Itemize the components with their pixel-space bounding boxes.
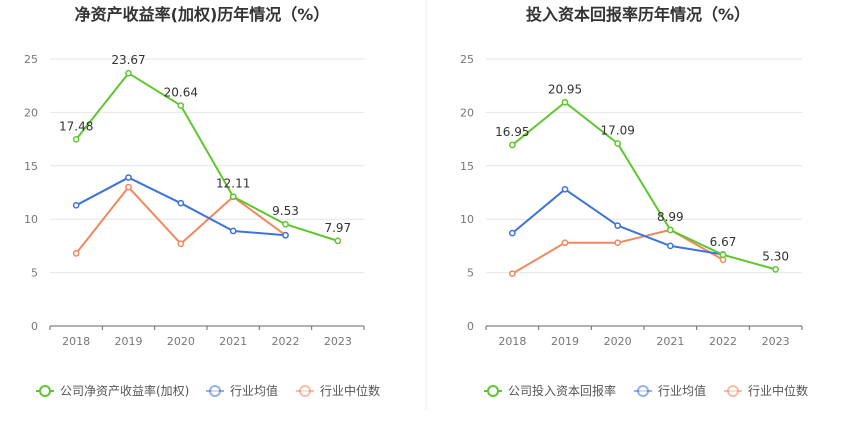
data-point [229,193,237,201]
data-point [666,226,674,234]
y-tick-label: 0 [31,320,38,333]
y-tick-label: 15 [24,160,38,173]
legend-label: 行业中位数 [320,383,380,398]
data-point [614,222,622,229]
data-point [719,251,727,259]
x-tick-label: 2022 [709,335,737,348]
data-point [177,102,185,109]
legend-label: 公司投入资本回报率 [508,383,616,398]
data-point [561,239,569,247]
chart-title: 净资产收益率(加权)历年情况（%） [75,5,330,24]
x-tick-label: 2018 [498,335,526,348]
series-line [511,228,724,275]
x-tick-label: 2023 [324,335,352,348]
data-point [772,266,780,273]
data-point [508,229,516,237]
data-point [508,141,516,149]
x-tick-label: 2022 [272,335,300,348]
x-tick-label: 2020 [604,335,632,348]
legend-item: 行业均值 [634,383,706,398]
legend-swatch-marker [209,385,221,397]
x-tick-label: 2023 [762,335,790,348]
y-tick-label: 15 [460,160,474,173]
data-point [614,239,622,247]
data-point [561,98,569,106]
data-label: 6.67 [710,235,737,249]
y-tick-label: 10 [460,213,474,226]
data-point [177,240,185,248]
data-label: 17.09 [600,123,634,137]
x-tick-label: 2019 [115,335,143,348]
data-label: 20.95 [548,82,582,96]
legend-swatch-marker [727,385,739,397]
y-tick-label: 20 [460,106,474,119]
data-point [72,135,80,143]
roic-chart: 投入资本回报率历年情况（%） 0 5 10 15 20 25 2018 2019 2020 202… [460,5,808,398]
y-tick-label: 0 [467,320,474,333]
data-point [334,237,342,245]
y-tick-label: 5 [31,267,38,280]
series-line [75,72,339,242]
x-tick-label: 2019 [551,335,579,348]
legend-swatch-marker [487,385,499,397]
y-tick-label: 5 [467,267,474,280]
data-point [72,201,80,209]
data-point [614,140,622,147]
legend-label: 行业均值 [658,383,706,398]
legend-label: 行业中位数 [748,383,808,398]
data-label: 16.95 [495,125,529,139]
data-point [177,199,185,207]
y-tick-label: 20 [24,106,38,119]
data-point [125,183,132,191]
y-tick-label: 25 [460,53,474,66]
chart-title: 投入资本回报率历年情况（%） [526,5,750,24]
legend-swatch-marker [637,385,649,397]
legend-item: 公司净资产收益率(加权) [36,383,189,398]
legend-item: 行业中位数 [296,383,380,398]
data-label: 23.67 [111,53,145,67]
data-point [508,270,516,278]
data-point [72,250,80,257]
data-point [229,227,237,235]
legend-item: 行业中位数 [724,383,808,398]
x-tick-label: 2021 [656,335,684,348]
legend-swatch-marker [299,385,311,397]
data-label: 12.11 [216,177,250,191]
data-point [561,185,569,193]
legend-item: 行业均值 [206,383,278,398]
data-point [282,220,289,228]
data-point [125,69,132,77]
data-label: 9.53 [272,204,299,218]
data-label: 20.64 [164,86,198,100]
y-tick-label: 10 [24,213,38,226]
x-tick-label: 2020 [167,335,195,348]
legend-swatch-marker [39,385,51,397]
data-point [666,242,674,250]
y-tick-label: 25 [24,53,38,66]
data-point [282,231,289,239]
data-label: 7.97 [324,221,351,235]
data-point [125,174,132,181]
legend-item: 公司投入资本回报率 [484,383,616,398]
roe-chart: 净资产收益率(加权)历年情况（%） 0 5 10 15 20 25 2018 2019 2020… [24,5,380,398]
data-label: 5.30 [762,249,789,263]
legend-label: 行业均值 [230,383,278,398]
x-tick-label: 2021 [219,335,247,348]
legend-label: 公司净资产收益率(加权) [60,383,189,398]
series-line [511,101,776,271]
x-tick-label: 2018 [62,335,90,348]
data-label: 8.99 [657,210,684,224]
data-label: 17.48 [59,119,93,133]
